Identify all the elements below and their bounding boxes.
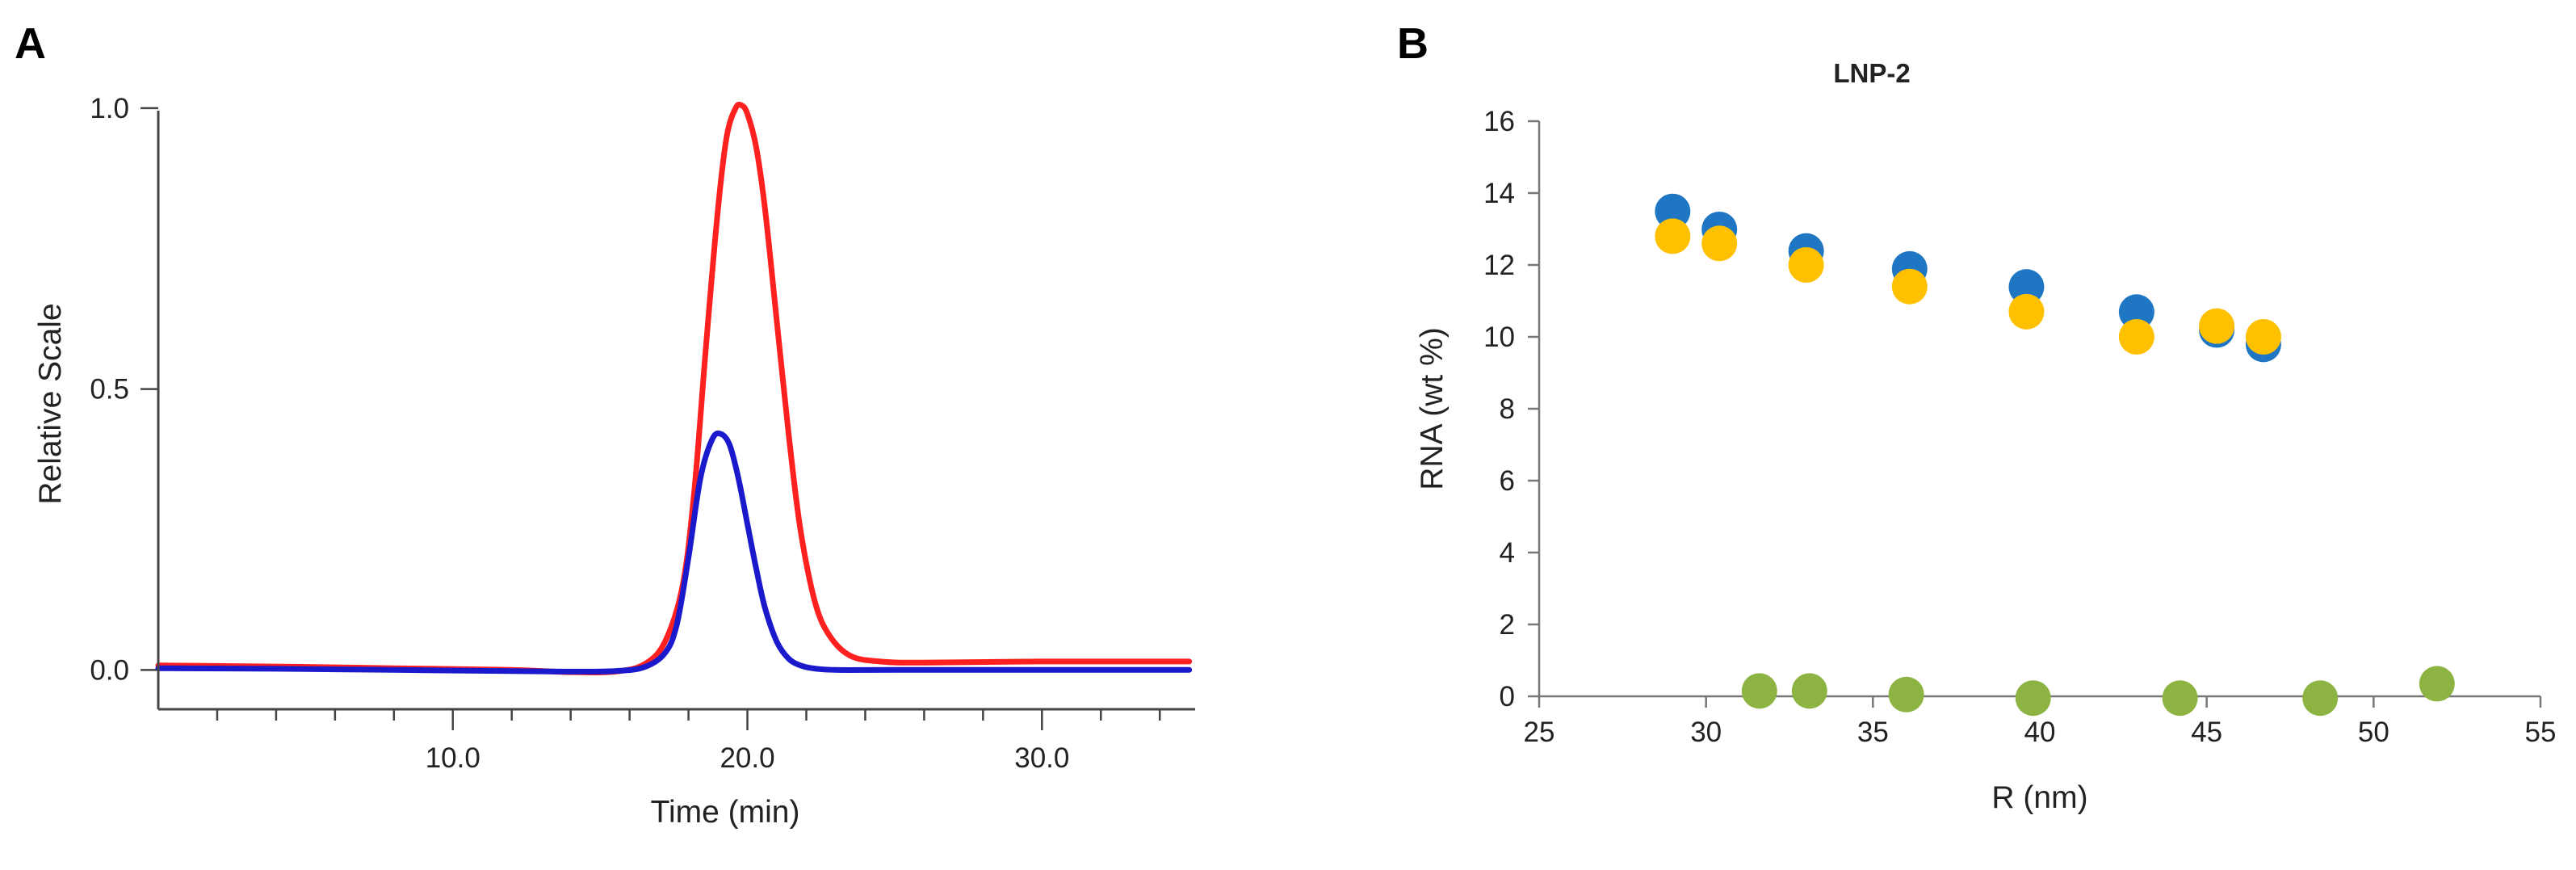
chart-b-point-yellow [1891, 268, 1928, 305]
chart-b-point-yellow [1655, 218, 1691, 254]
chart-b-points [1655, 193, 2455, 717]
chart-b-y-tick-label: 2 [1500, 609, 1515, 641]
chart-a-x-label: Time (min) [651, 795, 800, 830]
chart-a-x-tick-label: 20.0 [720, 742, 774, 774]
chart-b-point-blue [2118, 294, 2154, 330]
chart-b-title: LNP-2 [1833, 58, 1910, 88]
chart-b-point-green [2015, 680, 2051, 717]
chart-b: LNP-2 25 30 35 40 45 50 55 0 2 4 6 8 10 12 14 16 R (nm)… [1415, 58, 2556, 815]
chart-b-y-tick-label: 8 [1500, 393, 1515, 425]
chart-b-point-green [1888, 676, 1924, 712]
chart-b-point-blue [1655, 193, 1691, 229]
chart-b-x-tick-label: 25 [1524, 717, 1555, 748]
panel-letter-b: B [1397, 19, 1429, 68]
chart-b-point-yellow [2008, 293, 2045, 330]
chart-b-x-tick-label: 45 [2191, 717, 2222, 748]
chart-a-ticks: 10.0 20.0 30.0 0.0 0.5 1.0 [90, 93, 1161, 774]
chart-b-x-label: R (nm) [1991, 780, 2087, 815]
chart-a-y-tick-label: 0.0 [90, 654, 129, 686]
chart-b-y-tick-label: 14 [1483, 178, 1515, 209]
chart-b-point-yellow [1788, 247, 1824, 283]
chart-b-y-tick-label: 4 [1500, 537, 1515, 569]
chart-a-x-tick-label: 10.0 [426, 742, 480, 774]
chart-b-x-tick-label: 55 [2525, 717, 2557, 748]
chart-a-y-tick-label: 0.5 [90, 374, 129, 406]
chart-b-point-green [2419, 666, 2455, 702]
chart-b-y-tick-label: 10 [1483, 322, 1515, 353]
chart-a-y-tick-label: 1.0 [90, 93, 129, 124]
chart-b-x-tick-label: 40 [2024, 717, 2056, 748]
chart-b-point-green [2162, 680, 2198, 717]
chart-b-point-green [2302, 680, 2339, 717]
chart-a-series-blue-line [155, 430, 1193, 675]
chart-b-x-tick-label: 50 [2358, 717, 2389, 748]
chart-b-point-green [1791, 673, 1827, 709]
chart-a: 10.0 20.0 30.0 0.0 0.5 1.0 Time (min) Relativ… [33, 93, 1195, 830]
chart-b-y-tick-label: 6 [1500, 465, 1515, 497]
chart-b-point-yellow [2245, 319, 2281, 355]
chart-a-x-tick-label: 30.0 [1014, 742, 1069, 774]
chart-a-series [155, 101, 1193, 675]
chart-a-y-label: Relative Scale [33, 303, 68, 504]
chart-b-point-green [1741, 673, 1777, 709]
chart-b-point-yellow [1701, 225, 1738, 262]
chart-b-point-yellow [2199, 308, 2235, 344]
chart-b-point-blue [2008, 269, 2045, 305]
chart-b-x-tick-label: 30 [1690, 717, 1722, 748]
chart-b-point-yellow [2118, 319, 2154, 355]
chart-b-x-tick-label: 35 [1857, 717, 1889, 748]
chart-b-y-tick-label: 12 [1483, 250, 1515, 281]
chart-b-y-tick-label: 16 [1483, 106, 1515, 137]
chart-b-ticks: 25 30 35 40 45 50 55 0 2 4 6 8 10 12 14 16 [1483, 106, 2556, 748]
panel-letter-a: A [15, 19, 46, 68]
chart-b-y-label: RNA (wt %) [1415, 327, 1450, 490]
chart-b-y-tick-label: 0 [1500, 681, 1515, 712]
chart-a-series-red-line [155, 101, 1193, 675]
